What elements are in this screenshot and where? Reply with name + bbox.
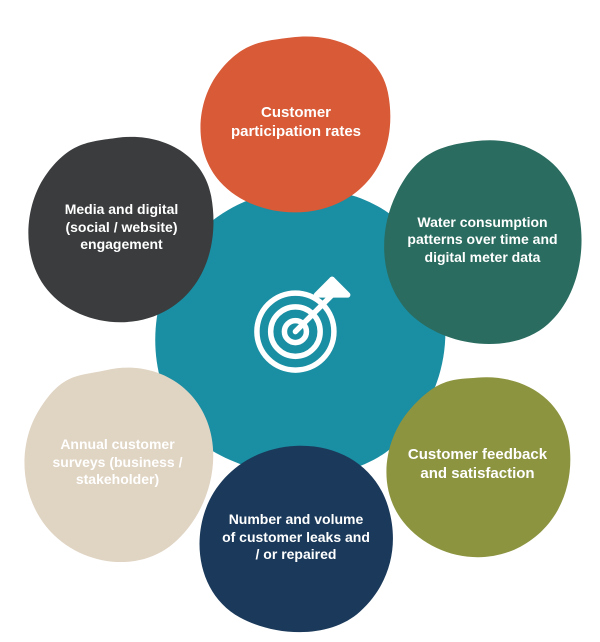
petal-label: Number and volume of customer leaks and … xyxy=(220,511,371,564)
petal-consumption: Water consumption patterns over time and… xyxy=(380,135,585,345)
petal-feedback: Customer feedback and satisfaction xyxy=(380,370,575,560)
target-arrow-icon xyxy=(245,272,355,388)
petal-label: Water consumption patterns over time and… xyxy=(405,214,561,267)
petal-label: Customer feedback and satisfaction xyxy=(404,446,551,484)
petal-surveys: Annual customer surveys (business / stak… xyxy=(20,360,215,565)
petal-label: Annual customer surveys (business / stak… xyxy=(44,436,191,489)
petal-label: Media and digital (social / website) eng… xyxy=(48,201,195,254)
petal-media: Media and digital (social / website) eng… xyxy=(24,130,219,325)
petal-leaks: Number and volume of customer leaks and … xyxy=(196,440,396,635)
petal-participation: Customer participation rates xyxy=(196,30,396,215)
petal-label: Customer participation rates xyxy=(220,104,371,142)
radial-diagram: Customer participation rates Water consu… xyxy=(0,0,600,642)
